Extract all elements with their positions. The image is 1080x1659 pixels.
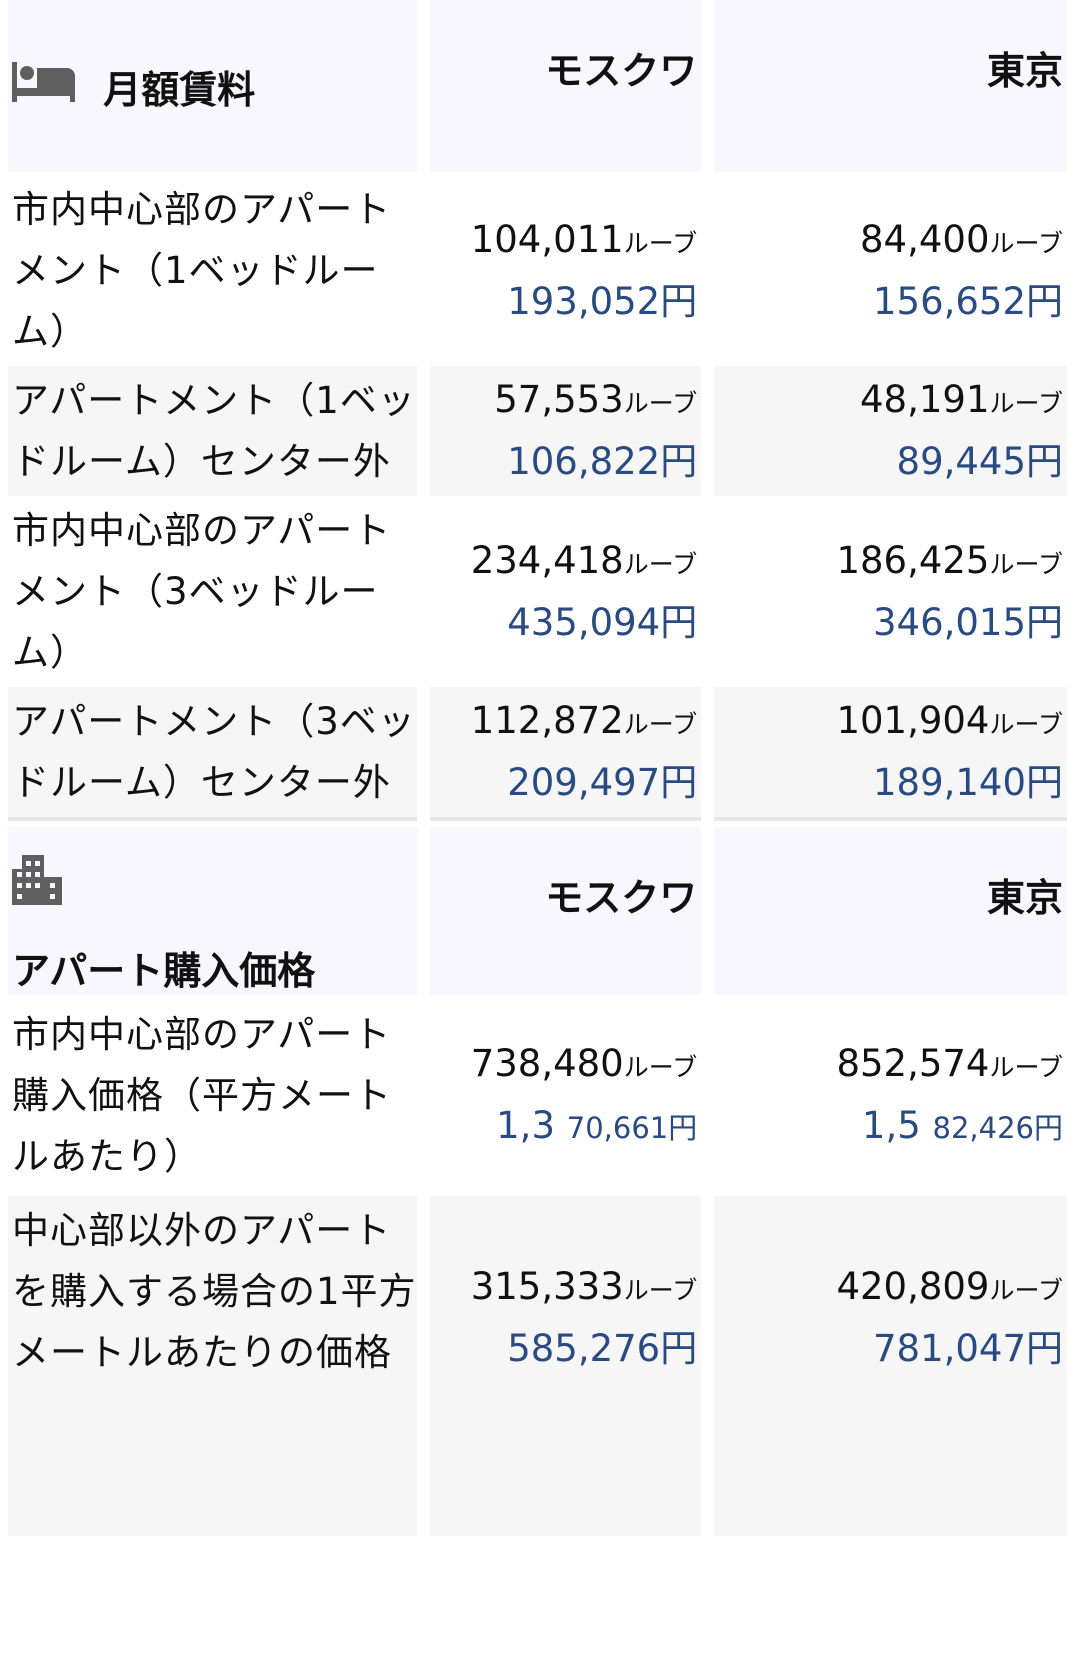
building-icon [12,855,62,914]
table-row: 中心部以外のアパートを購入する場合の1平方メートルあたりの価格 315,333ル… [8,1196,1067,1536]
table-row: 市内中心部のアパート購入価格（平方メートルあたり） 738,480ルーブ 1,3 … [8,1000,1067,1191]
section-title: アパート購入価格 [12,949,316,993]
city-header-tokyo: 東京 [714,0,1067,172]
table-row: アパートメント（1ベッドルーム）センター外 57,553ルーブ 106,822円 … [8,366,1067,496]
table-row: アパートメント（3ベッドルーム）センター外 112,872ルーブ 209,497円… [8,687,1067,817]
row-label: 中心部以外のアパートを購入する場合の1平方メートルあたりの価格 [8,1196,417,1536]
moscow-value: 112,872ルーブ 209,497円 [429,687,702,817]
city-header-tokyo: 東京 [714,827,1067,995]
city-header-moscow: モスクワ [429,827,702,995]
tokyo-value: 101,904ルーブ 189,140円 [714,687,1067,817]
tokyo-value: 186,425ルーブ 346,015円 [836,538,1063,644]
tokyo-value: 420,809ルーブ 781,047円 [714,1196,1067,1536]
table-row: 市内中心部のアパートメント（1ベッドルーム） 104,011ルーブ 193,052… [8,175,1067,366]
moscow-value: 234,418ルーブ 435,094円 [470,538,698,644]
row-label: 市内中心部のアパートメント（3ベッドルーム） [12,509,392,674]
row-label: アパートメント（1ベッドルーム）センター外 [8,366,417,496]
row-label: 市内中心部のアパートメント（1ベッドルーム） [12,188,392,353]
city-header-moscow: モスクワ [429,0,702,172]
section-header-rent: 月額賃料 モスクワ 東京 [8,0,1067,172]
moscow-value: 104,011ルーブ 193,052円 [470,217,698,323]
row-label: アパートメント（3ベッドルーム）センター外 [8,687,417,817]
tokyo-value: 852,574ルーブ 1,5 82,426円 [836,1041,1063,1147]
cost-comparison-table: 月額賃料 モスクワ 東京 市内中心部のアパートメント（1ベッドルーム） 104,… [8,0,1067,1536]
section-title: 月額賃料 [103,67,256,112]
moscow-value: 738,480ルーブ 1,3 70,661円 [470,1041,698,1147]
bed-icon [12,61,76,111]
table-row: 市内中心部のアパートメント（3ベッドルーム） 234,418ルーブ 435,094… [8,496,1067,687]
moscow-value: 315,333ルーブ 585,276円 [429,1196,702,1536]
tokyo-value: 48,191ルーブ 89,445円 [714,366,1067,496]
section-header-purchase: アパート購入価格 モスクワ 東京 [8,827,1067,995]
moscow-value: 57,553ルーブ 106,822円 [429,366,702,496]
tokyo-value: 84,400ルーブ 156,652円 [860,217,1063,323]
section-divider [8,817,1067,827]
row-label: 市内中心部のアパート購入価格（平方メートルあたり） [12,1013,392,1178]
